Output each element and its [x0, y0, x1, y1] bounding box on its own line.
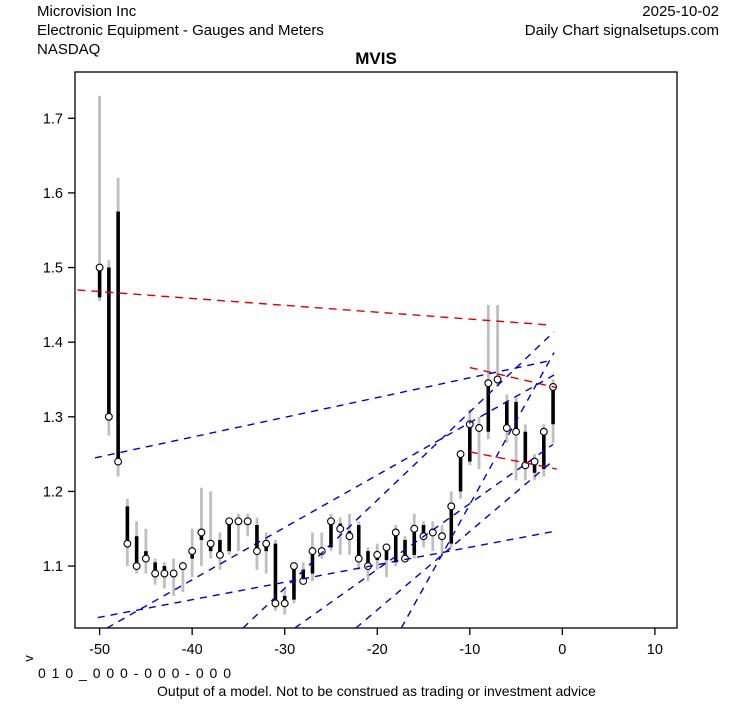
close-marker: [373, 550, 382, 559]
close-marker: [197, 528, 206, 537]
chart-date: 2025-10-02: [642, 3, 719, 20]
close-marker: [493, 375, 502, 384]
close-marker: [290, 562, 298, 571]
close-marker: [95, 263, 104, 272]
chart-source: Daily Chart signalsetups.com: [524, 22, 719, 39]
plot-frame: [74, 71, 678, 629]
close-marker: [456, 450, 465, 459]
close-marker: [280, 599, 289, 608]
y-tick-label: 1.7: [43, 111, 63, 127]
close-marker: [123, 539, 132, 548]
close-marker: [502, 424, 511, 432]
close-marker: [104, 412, 113, 421]
close-marker: [354, 554, 363, 563]
close-marker: [475, 424, 483, 432]
close-marker: [410, 524, 419, 533]
close-marker: [234, 517, 243, 526]
trendline-blue: [294, 443, 554, 629]
close-marker: [141, 554, 150, 563]
close-marker: [243, 517, 252, 526]
close-marker: [336, 524, 345, 533]
close-marker: [225, 517, 234, 526]
close-marker: [132, 562, 141, 571]
trendline-red: [469, 451, 557, 470]
close-marker: [327, 517, 335, 526]
disclaimer-text: Output of a model. Not to be construed a…: [157, 683, 596, 699]
close-marker: [262, 539, 271, 548]
close-marker: [215, 550, 224, 559]
close-marker: [151, 569, 160, 578]
trendline-red: [469, 366, 557, 389]
model-code: 0 1 0 _ 0 0 0 - 0 0 0 - 0 0 0: [38, 665, 232, 681]
exchange-name: NASDAQ: [37, 41, 101, 58]
x-tick-label: -20: [367, 642, 388, 658]
close-marker: [484, 379, 493, 388]
close-marker: [188, 547, 197, 556]
trendline-red: [77, 289, 550, 326]
close-marker: [512, 427, 521, 436]
close-marker: [539, 427, 548, 436]
close-marker: [530, 457, 539, 466]
close-marker: [391, 528, 400, 537]
close-marker: [308, 547, 317, 556]
close-marker: [382, 543, 391, 552]
close-marker: [345, 532, 354, 541]
y-tick-label: 1.6: [43, 186, 63, 202]
close-marker: [206, 539, 215, 548]
close-marker: [299, 577, 308, 585]
close-marker: [114, 457, 123, 466]
x-tick-label: -10: [459, 642, 480, 658]
close-marker: [271, 599, 280, 608]
close-marker: [447, 502, 456, 511]
y-sub-axis-label: v: [20, 655, 36, 662]
close-marker: [252, 547, 261, 556]
x-tick-label: -50: [89, 642, 110, 658]
y-tick-label: 1.3: [43, 410, 63, 426]
close-marker: [428, 528, 437, 537]
close-marker: [178, 562, 187, 571]
x-tick-label: -40: [182, 642, 203, 658]
sector-name: Electronic Equipment - Gauges and Meters: [37, 22, 324, 39]
y-tick-label: 1.2: [43, 484, 63, 500]
close-marker: [317, 547, 326, 556]
x-tick-label: 10: [647, 642, 663, 658]
company-name: Microvision Inc: [37, 3, 137, 20]
trendline-blue: [355, 461, 553, 629]
ticker-title: MVIS: [355, 49, 397, 68]
trendline-blue: [94, 360, 550, 459]
trendline-blue: [400, 352, 555, 629]
close-marker: [438, 532, 446, 541]
close-marker: [465, 420, 474, 429]
y-tick-label: 1.5: [43, 261, 63, 277]
trendline-blue: [242, 331, 555, 629]
x-tick-label: 0: [558, 642, 566, 658]
close-marker: [169, 569, 178, 578]
x-tick-label: -30: [274, 642, 295, 658]
y-tick-label: 1.4: [43, 335, 63, 351]
y-tick-label: 1.1: [43, 559, 63, 575]
close-marker: [160, 569, 169, 578]
